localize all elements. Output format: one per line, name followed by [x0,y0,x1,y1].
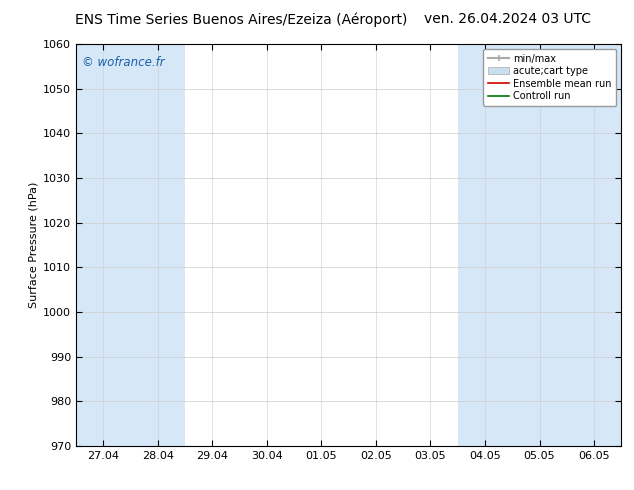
Text: © wofrance.fr: © wofrance.fr [82,56,164,69]
Bar [76,44,131,446]
Bar [512,44,567,446]
Text: ven. 26.04.2024 03 UTC: ven. 26.04.2024 03 UTC [424,12,591,26]
Legend: min/max, acute;cart type, Ensemble mean run, Controll run: min/max, acute;cart type, Ensemble mean … [483,49,616,106]
Bar [567,44,621,446]
Text: ENS Time Series Buenos Aires/Ezeiza (Aéroport): ENS Time Series Buenos Aires/Ezeiza (Aér… [75,12,407,27]
Bar [131,44,185,446]
Y-axis label: Surface Pressure (hPa): Surface Pressure (hPa) [29,182,39,308]
Bar [458,44,512,446]
